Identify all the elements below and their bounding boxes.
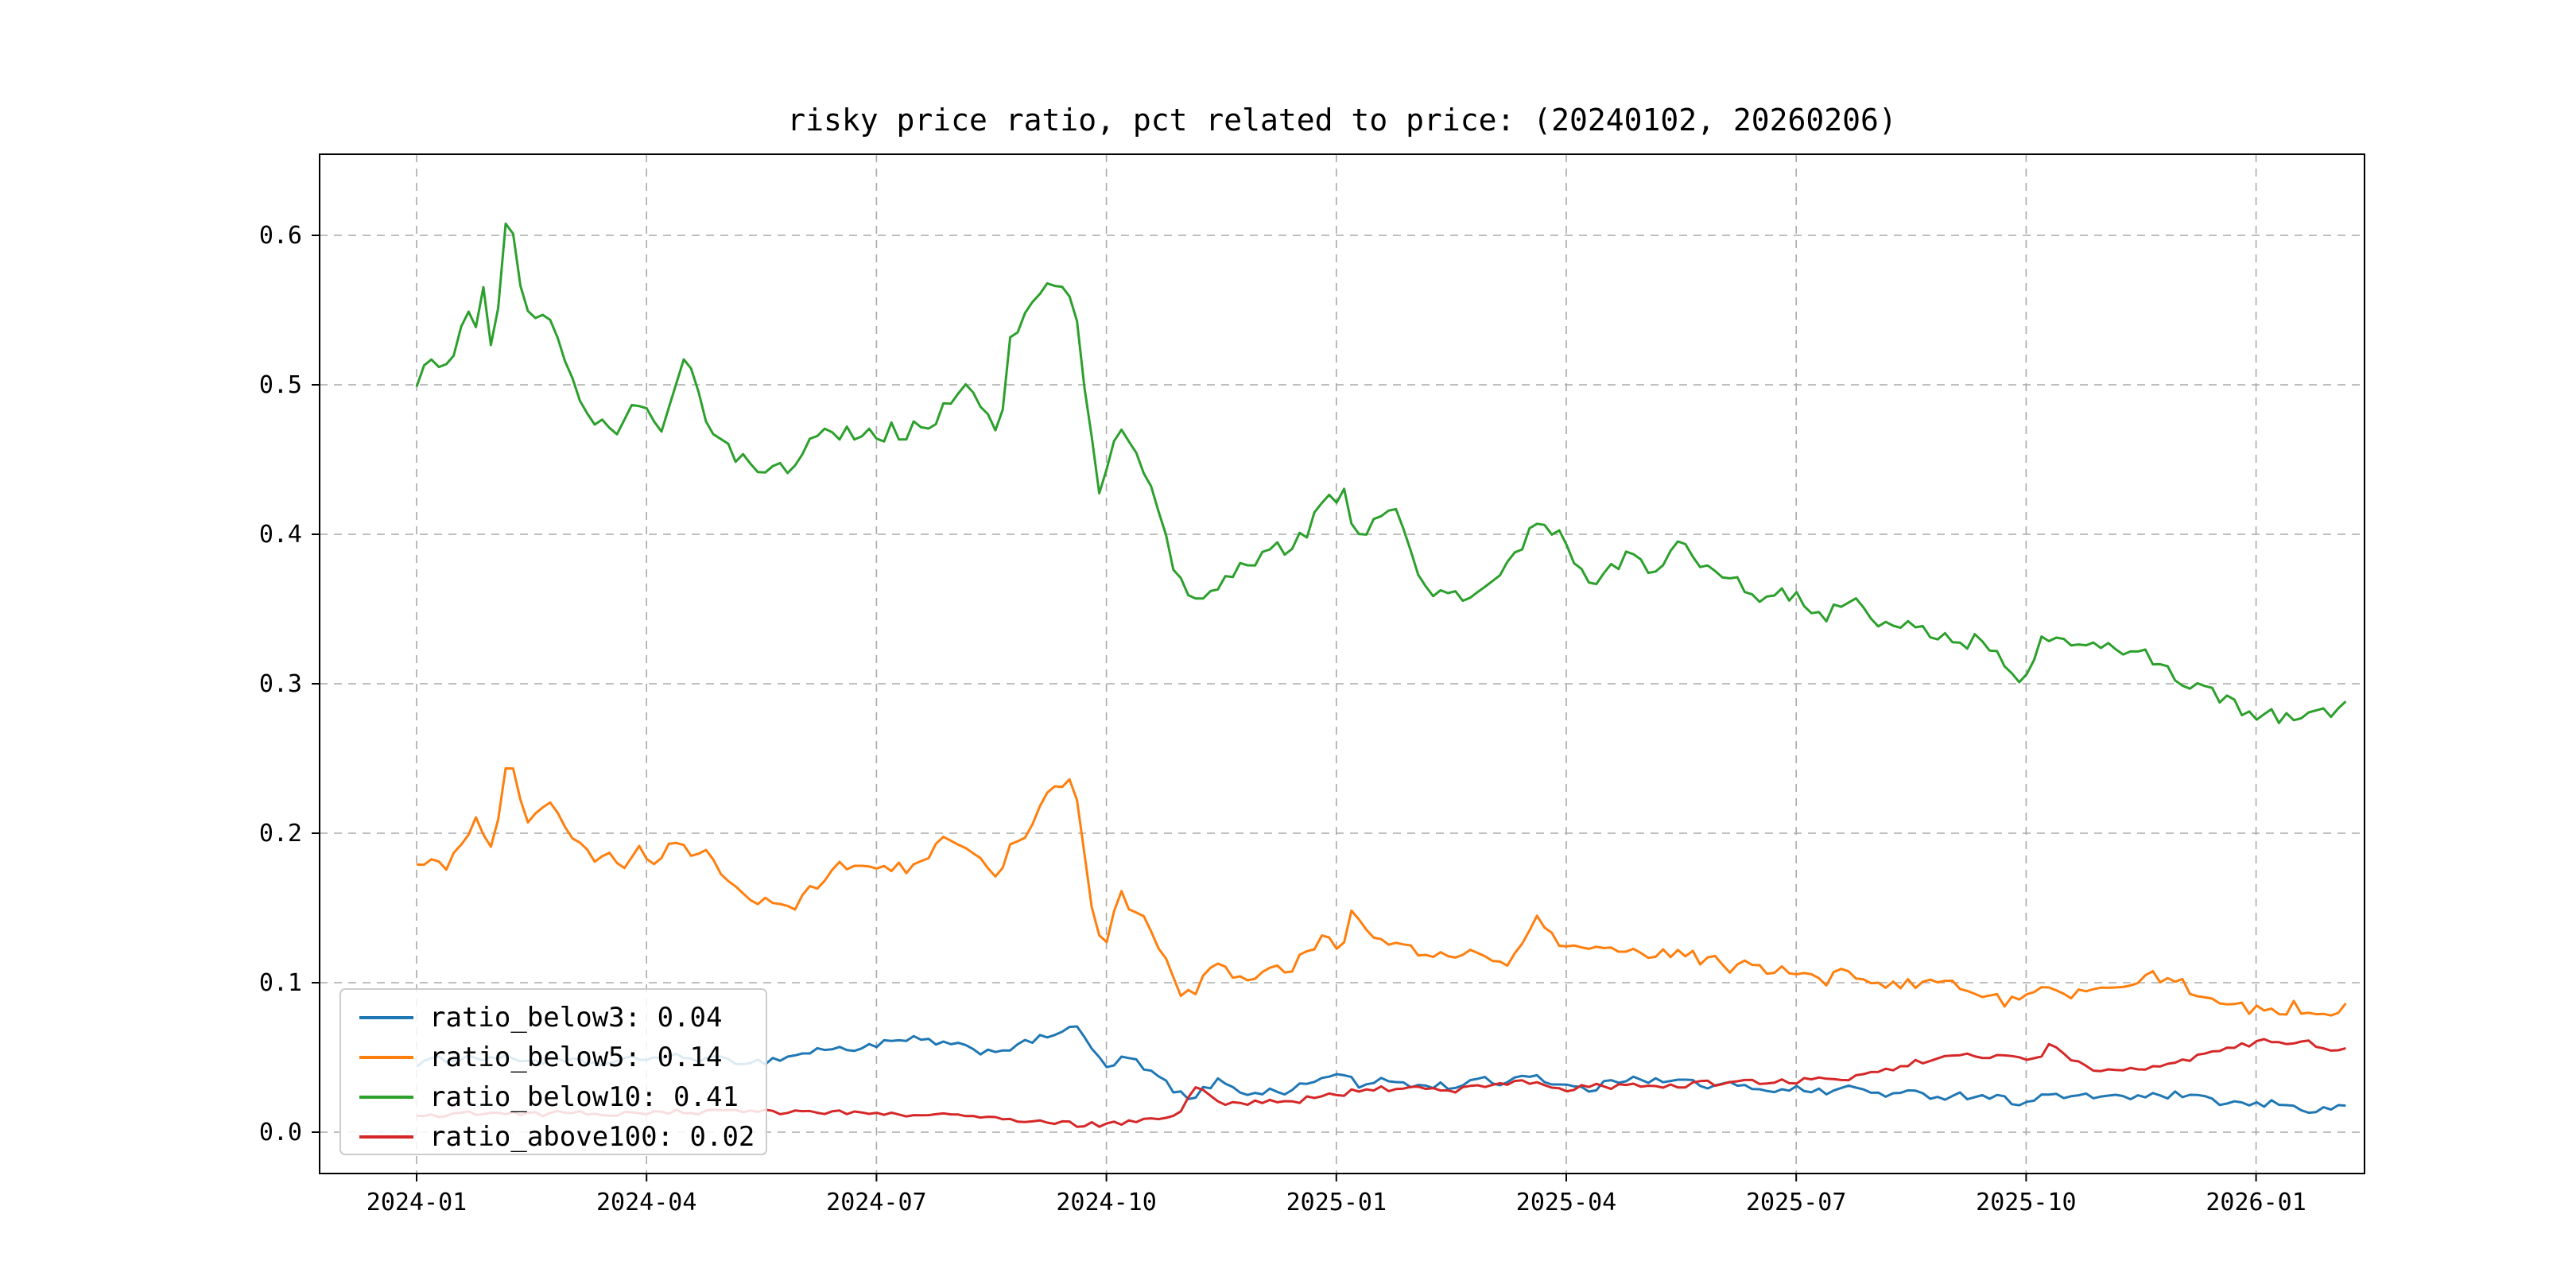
x-tick-label: 2024-01 xyxy=(367,1189,467,1216)
grid xyxy=(320,154,2365,1174)
x-tick-label: 2025-04 xyxy=(1516,1189,1616,1216)
y-tick-label: 0.3 xyxy=(259,670,302,698)
y-tick-label: 0.2 xyxy=(259,820,302,848)
y-tick-label: 0.0 xyxy=(259,1119,302,1146)
y-tick-label: 0.5 xyxy=(259,371,302,399)
legend-box xyxy=(339,988,767,1155)
axis-ticks: 2024-01 2024-04 2024-07 2024-10 2025-01 2025-… xyxy=(259,222,2306,1216)
y-tick-label: 0.4 xyxy=(259,521,302,549)
legend: ratio_below3: 0.04 ratio_below5: 0.14 rati… xyxy=(339,988,767,1155)
legend-label-ratio_below3: ratio_below3: 0.04 xyxy=(429,1002,722,1034)
x-tick-label: 2025-07 xyxy=(1746,1189,1846,1216)
chart-title: risky price ratio, pct related to price:… xyxy=(787,103,1897,138)
x-tick-label: 2025-10 xyxy=(1976,1189,2076,1216)
x-tick-label: 2024-07 xyxy=(826,1189,926,1216)
line-ratio_below10 xyxy=(415,222,2347,724)
x-tick-label: 2024-10 xyxy=(1056,1189,1156,1216)
legend-label-ratio_below10: ratio_below10: 0.41 xyxy=(429,1081,739,1113)
y-tick-label: 0.6 xyxy=(259,222,302,250)
axes-frame xyxy=(319,153,2365,1174)
x-tick-label: 2026-01 xyxy=(2206,1189,2306,1216)
legend-label-ratio_below5: ratio_below5: 0.14 xyxy=(429,1042,722,1073)
x-tick-label: 2025-01 xyxy=(1286,1189,1387,1216)
line-ratio_below5 xyxy=(416,766,2347,1017)
legend-label-ratio_above100: ratio_above100: 0.02 xyxy=(429,1121,755,1153)
y-tick-label: 0.1 xyxy=(259,969,302,997)
x-tick-label: 2024-04 xyxy=(596,1189,696,1216)
